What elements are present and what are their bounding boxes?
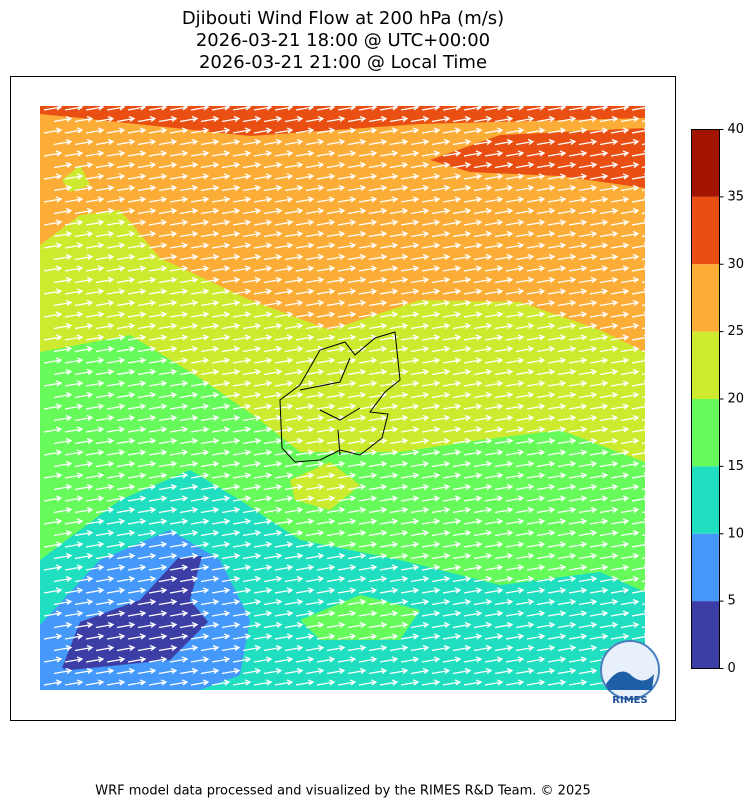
logo: RIMES — [600, 640, 660, 706]
colorbar-tick-label: 0 — [728, 661, 736, 676]
title-line: 2026-03-21 21:00 @ Local Time — [199, 52, 487, 73]
band-30-35 — [40, 106, 645, 188]
logo-wave — [606, 671, 654, 690]
colorbar-tick-label: 40 — [728, 122, 745, 137]
colorbar-tick-label: 15 — [728, 459, 745, 474]
logo-text: RIMES — [612, 695, 647, 706]
colorbar-tick-label: 35 — [728, 189, 745, 204]
title-line: Djibouti Wind Flow at 200 hPa (m/s) — [182, 8, 504, 29]
colorbar-segment — [691, 533, 720, 602]
footer: WRF model data processed and visualized … — [95, 784, 591, 799]
colorbar-segment — [691, 129, 720, 197]
colorbar-tick-label: 20 — [728, 392, 745, 407]
map-frame — [10, 76, 676, 721]
colorbar-segment — [691, 399, 720, 467]
map — [40, 106, 645, 690]
colorbar: 0 5 10 15 20 25 30 35 40 — [691, 122, 745, 676]
band-0-5 — [62, 556, 208, 670]
colorbar-tick-label: 5 — [728, 594, 736, 609]
colorbar-segment — [691, 196, 720, 265]
colorbar-tick-label: 10 — [728, 526, 745, 541]
colorbar-tick-label: 25 — [728, 324, 745, 339]
logo-badge — [600, 640, 660, 700]
colorbar-segment — [691, 466, 720, 534]
country-borders — [279, 331, 401, 463]
colorbar-segment — [691, 601, 720, 669]
wind-arrow-field — [43, 106, 645, 686]
colorbar-tick-label: 30 — [728, 257, 745, 272]
wind-arrows — [43, 106, 645, 686]
band-20-25 — [290, 462, 360, 510]
colorbar-segment — [691, 264, 720, 332]
title-line: 2026-03-21 18:00 @ UTC+00:00 — [196, 30, 490, 51]
colorbar-segment — [691, 331, 720, 399]
band-15-20 — [300, 595, 420, 640]
